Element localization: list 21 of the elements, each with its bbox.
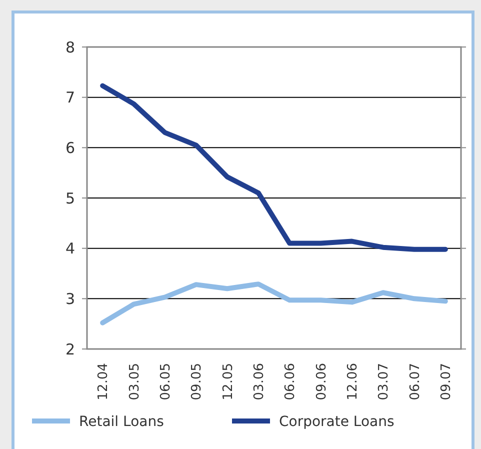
x-tick-label: 12.06 (345, 363, 360, 400)
y-tick-label: 8 (65, 38, 75, 56)
legend-label: Retail Loans (79, 414, 164, 430)
x-tick-label: 09.05 (190, 363, 205, 400)
x-tick-label: 12.04 (96, 363, 112, 400)
y-tick-label: 3 (65, 290, 75, 308)
x-tick-label: 09.07 (438, 363, 454, 400)
x-tick-label: 06.06 (283, 363, 298, 400)
y-tick-label: 2 (65, 340, 75, 358)
x-tick-label: 03.05 (127, 363, 142, 400)
x-tick-label: 06.07 (408, 363, 423, 400)
y-tick-label: 4 (65, 240, 75, 258)
x-tick-label: 06.05 (158, 363, 174, 400)
y-tick-label: 7 (65, 88, 75, 107)
legend-label: Corporate Loans (279, 414, 394, 430)
y-tick-label: 5 (65, 189, 75, 208)
x-tick-label: 12.05 (220, 363, 236, 400)
y-tick-label: 6 (65, 138, 75, 157)
x-tick-label: 03.06 (252, 363, 267, 400)
x-tick-label: 03.07 (376, 363, 392, 400)
x-tick-label: 09.06 (314, 363, 330, 400)
